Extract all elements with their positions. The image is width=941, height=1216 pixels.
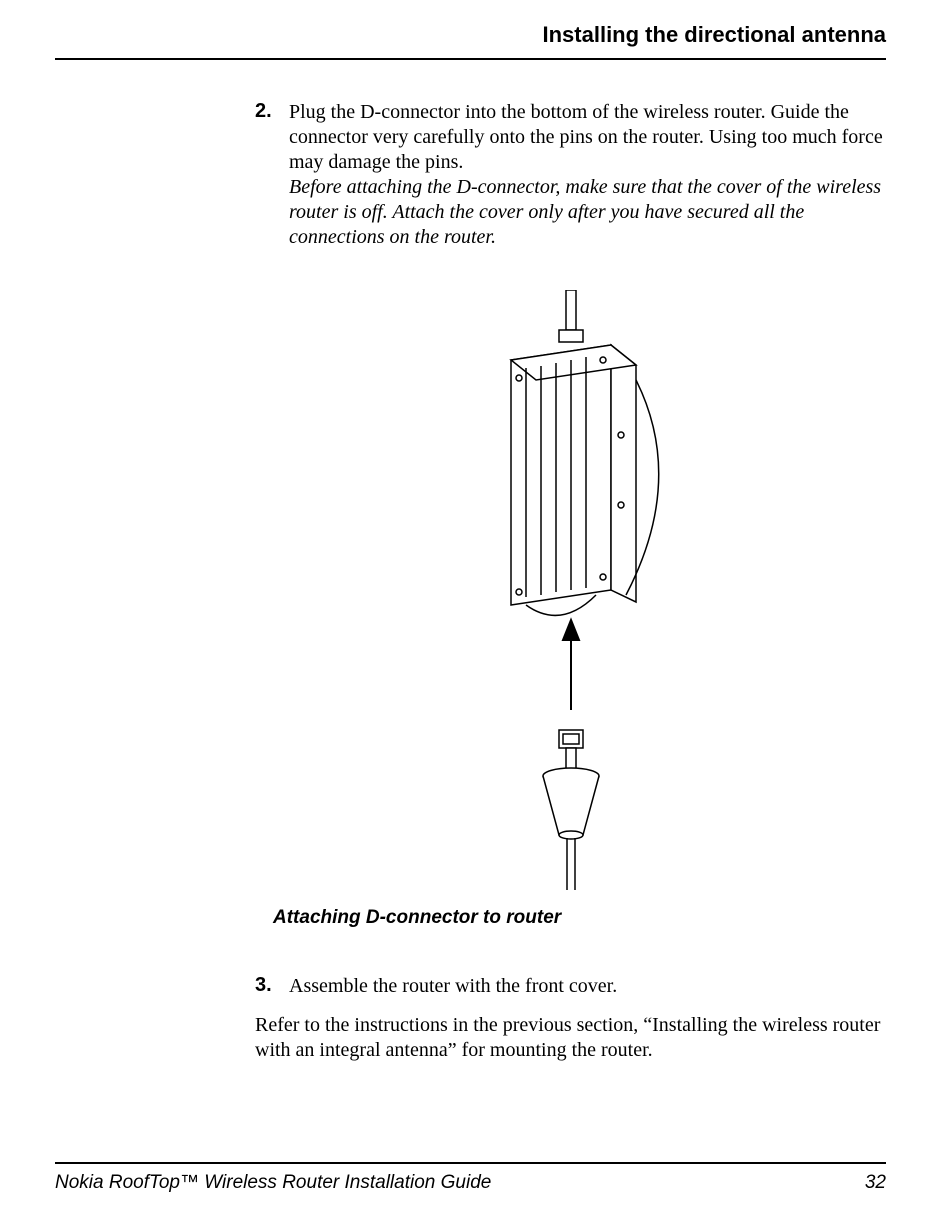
step-2-number: 2.: [255, 100, 289, 250]
step-2: 2. Plug the D-connector into the bottom …: [255, 100, 886, 250]
page-header-title: Installing the directional antenna: [543, 22, 887, 48]
content-area: 2. Plug the D-connector into the bottom …: [255, 100, 886, 1063]
footer-rule: [55, 1162, 886, 1164]
step-3-text: Assemble the router with the front cover…: [289, 974, 617, 999]
step-2-note: Before attaching the D-connector, make s…: [289, 176, 881, 248]
step-3-block: 3. Assemble the router with the front co…: [255, 974, 886, 1063]
footer-page-number: 32: [865, 1172, 886, 1194]
figure-caption: Attaching D-connector to router: [273, 907, 886, 929]
step-3: 3. Assemble the router with the front co…: [255, 974, 886, 999]
step-2-body: Plug the D-connector into the bottom of …: [289, 100, 886, 250]
footer: Nokia RoofTop™ Wireless Router Installat…: [55, 1172, 886, 1194]
step-3-number: 3.: [255, 974, 289, 999]
figure-d-connector: [441, 290, 701, 890]
footer-left: Nokia RoofTop™ Wireless Router Installat…: [55, 1172, 491, 1194]
step-2-text: Plug the D-connector into the bottom of …: [289, 101, 883, 173]
page: Installing the directional antenna 2. Pl…: [0, 0, 941, 1216]
figure-wrap: [273, 290, 868, 895]
header-rule: [55, 58, 886, 60]
after-step-text: Refer to the instructions in the previou…: [255, 1013, 886, 1063]
